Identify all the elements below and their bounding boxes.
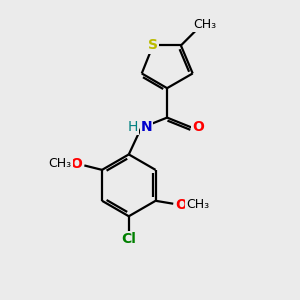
Text: CH₃: CH₃ — [193, 18, 216, 32]
Text: O: O — [192, 120, 204, 134]
Text: Cl: Cl — [122, 232, 136, 246]
Text: S: S — [148, 38, 158, 52]
Text: N: N — [141, 120, 152, 134]
Text: H: H — [128, 120, 138, 134]
Text: O: O — [176, 198, 188, 212]
Text: CH₃: CH₃ — [186, 198, 209, 211]
Text: O: O — [70, 157, 82, 171]
Text: CH₃: CH₃ — [49, 158, 72, 170]
